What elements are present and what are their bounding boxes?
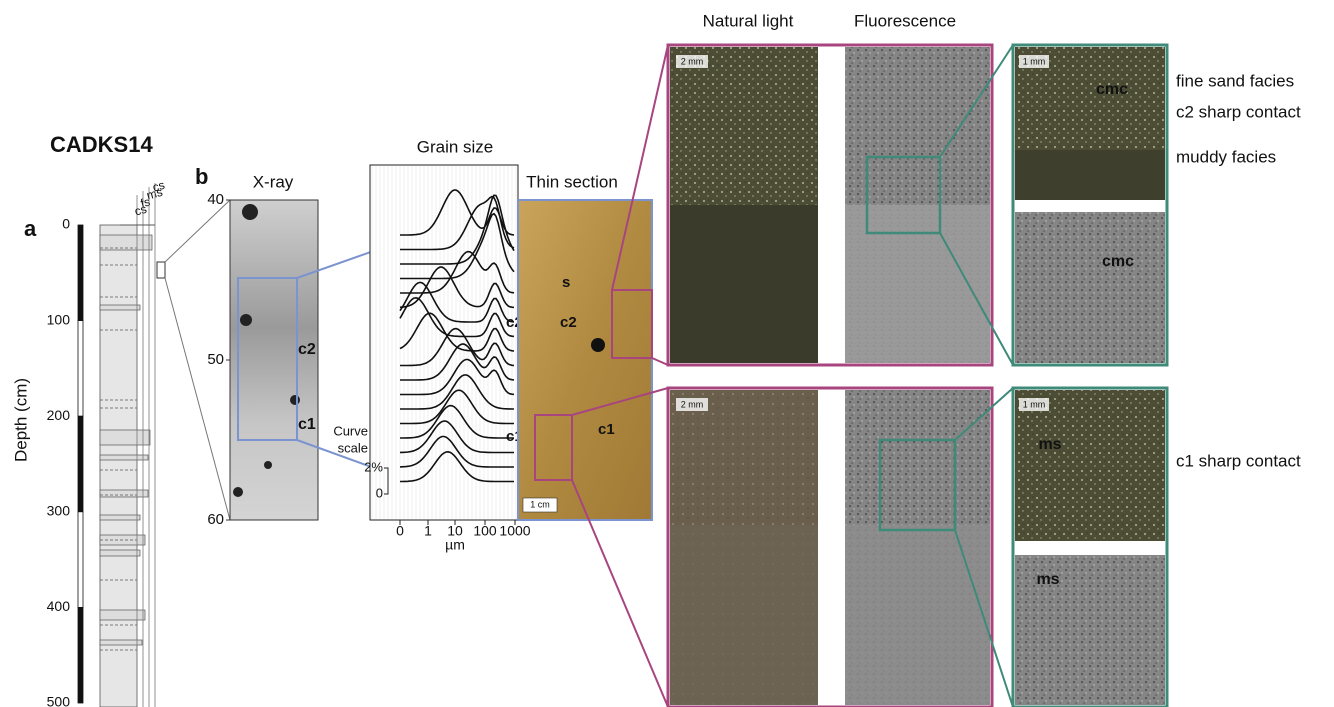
core-bed — [100, 550, 140, 556]
zoom-line — [165, 278, 230, 520]
scale-bar-label: 1 mm — [1023, 56, 1046, 66]
muddy-facies — [670, 205, 818, 363]
depth-tick-label: 100 — [47, 311, 71, 327]
curve-scale-label: scale — [338, 440, 368, 455]
scale-bar-label: 2 mm — [681, 399, 704, 409]
xray-contact: c1 — [298, 416, 316, 433]
thin-section-label: c2 — [560, 314, 577, 331]
depth-bar — [78, 225, 83, 321]
column-title: Natural light — [703, 11, 794, 30]
zoom-label: ms — [1038, 436, 1061, 453]
grain-size-tick-label: 100 — [473, 523, 497, 539]
depth-tick-label: 0 — [62, 216, 70, 232]
figure: aCADKS14Depth (cm)0100200300400500csfsms… — [0, 0, 1334, 707]
grain-size-unit: µm — [445, 537, 465, 553]
core-name: CADKS14 — [50, 132, 153, 157]
xray-clast — [242, 204, 258, 220]
annotation: fine sand facies — [1176, 71, 1294, 90]
core-bed — [100, 455, 148, 460]
lower-facies — [670, 525, 818, 705]
muddy-facies — [1015, 150, 1165, 200]
xray-title: X-ray — [253, 172, 294, 191]
xray-tick-label: 40 — [207, 191, 224, 208]
xray-contact: c2 — [298, 341, 316, 358]
depth-bar — [78, 512, 83, 608]
depth-tick-label: 200 — [47, 407, 71, 423]
depth-tick-label: 300 — [47, 503, 71, 519]
zoom-label: cmc — [1096, 81, 1128, 98]
scale-bar-label: 2 mm — [681, 56, 704, 66]
core-bed — [100, 305, 140, 310]
column-title: Fluorescence — [854, 11, 956, 30]
xray-tick-label: 50 — [207, 351, 224, 368]
core-bed — [100, 610, 145, 620]
zoom-fluorescence-image — [1015, 212, 1165, 363]
zoom-natural-image — [1015, 390, 1165, 541]
zoom-line — [165, 200, 230, 262]
curve-scale-tick: 0 — [376, 485, 383, 500]
grain-class-label: cs — [151, 178, 166, 195]
core-bed — [100, 430, 150, 445]
curve-scale-tick: 2% — [364, 459, 383, 474]
thin-section-label: c1 — [598, 421, 615, 438]
scale-bar-label: 1 cm — [530, 499, 550, 509]
panel-label: a — [24, 216, 37, 241]
axis-label: Depth (cm) — [11, 378, 30, 462]
grain-size-tick-label: 1 — [424, 523, 432, 539]
lower-facies — [845, 525, 990, 705]
grain-size-tick-label: 1000 — [499, 523, 530, 539]
thin-section-label: s — [562, 274, 570, 291]
annotation: c2 sharp contact — [1176, 102, 1301, 121]
depth-bar — [78, 416, 83, 512]
core-bed — [100, 515, 140, 520]
scale-bar-label: 1 mm — [1023, 399, 1046, 409]
xray-clast — [290, 395, 300, 405]
thin-section-image — [518, 200, 652, 520]
xray-clast — [264, 461, 272, 469]
xray-clast — [233, 487, 243, 497]
zoom-label: cmc — [1102, 253, 1134, 270]
thin-section-title: Thin section — [526, 172, 618, 191]
core-bed — [100, 490, 148, 497]
core-bed — [100, 640, 142, 645]
curve-scale-label: Curve — [333, 423, 368, 438]
grain-size-title: Grain size — [417, 137, 494, 156]
zoom-label: ms — [1036, 571, 1059, 588]
depth-bar — [78, 321, 83, 417]
annotation: c1 sharp contact — [1176, 451, 1301, 470]
depth-bar — [78, 607, 83, 703]
depth-tick-label: 500 — [47, 694, 71, 707]
zoom-line — [652, 358, 668, 365]
xray-tick-label: 60 — [207, 511, 224, 528]
panel-label: b — [195, 164, 208, 189]
annotation: muddy facies — [1176, 147, 1276, 166]
depth-tick-label: 400 — [47, 598, 71, 614]
xray-image — [230, 200, 318, 520]
grain-size-tick-label: 0 — [396, 523, 404, 539]
zoom-marker — [157, 262, 165, 278]
xray-clast — [240, 314, 252, 326]
thin-section-clast — [591, 338, 605, 352]
